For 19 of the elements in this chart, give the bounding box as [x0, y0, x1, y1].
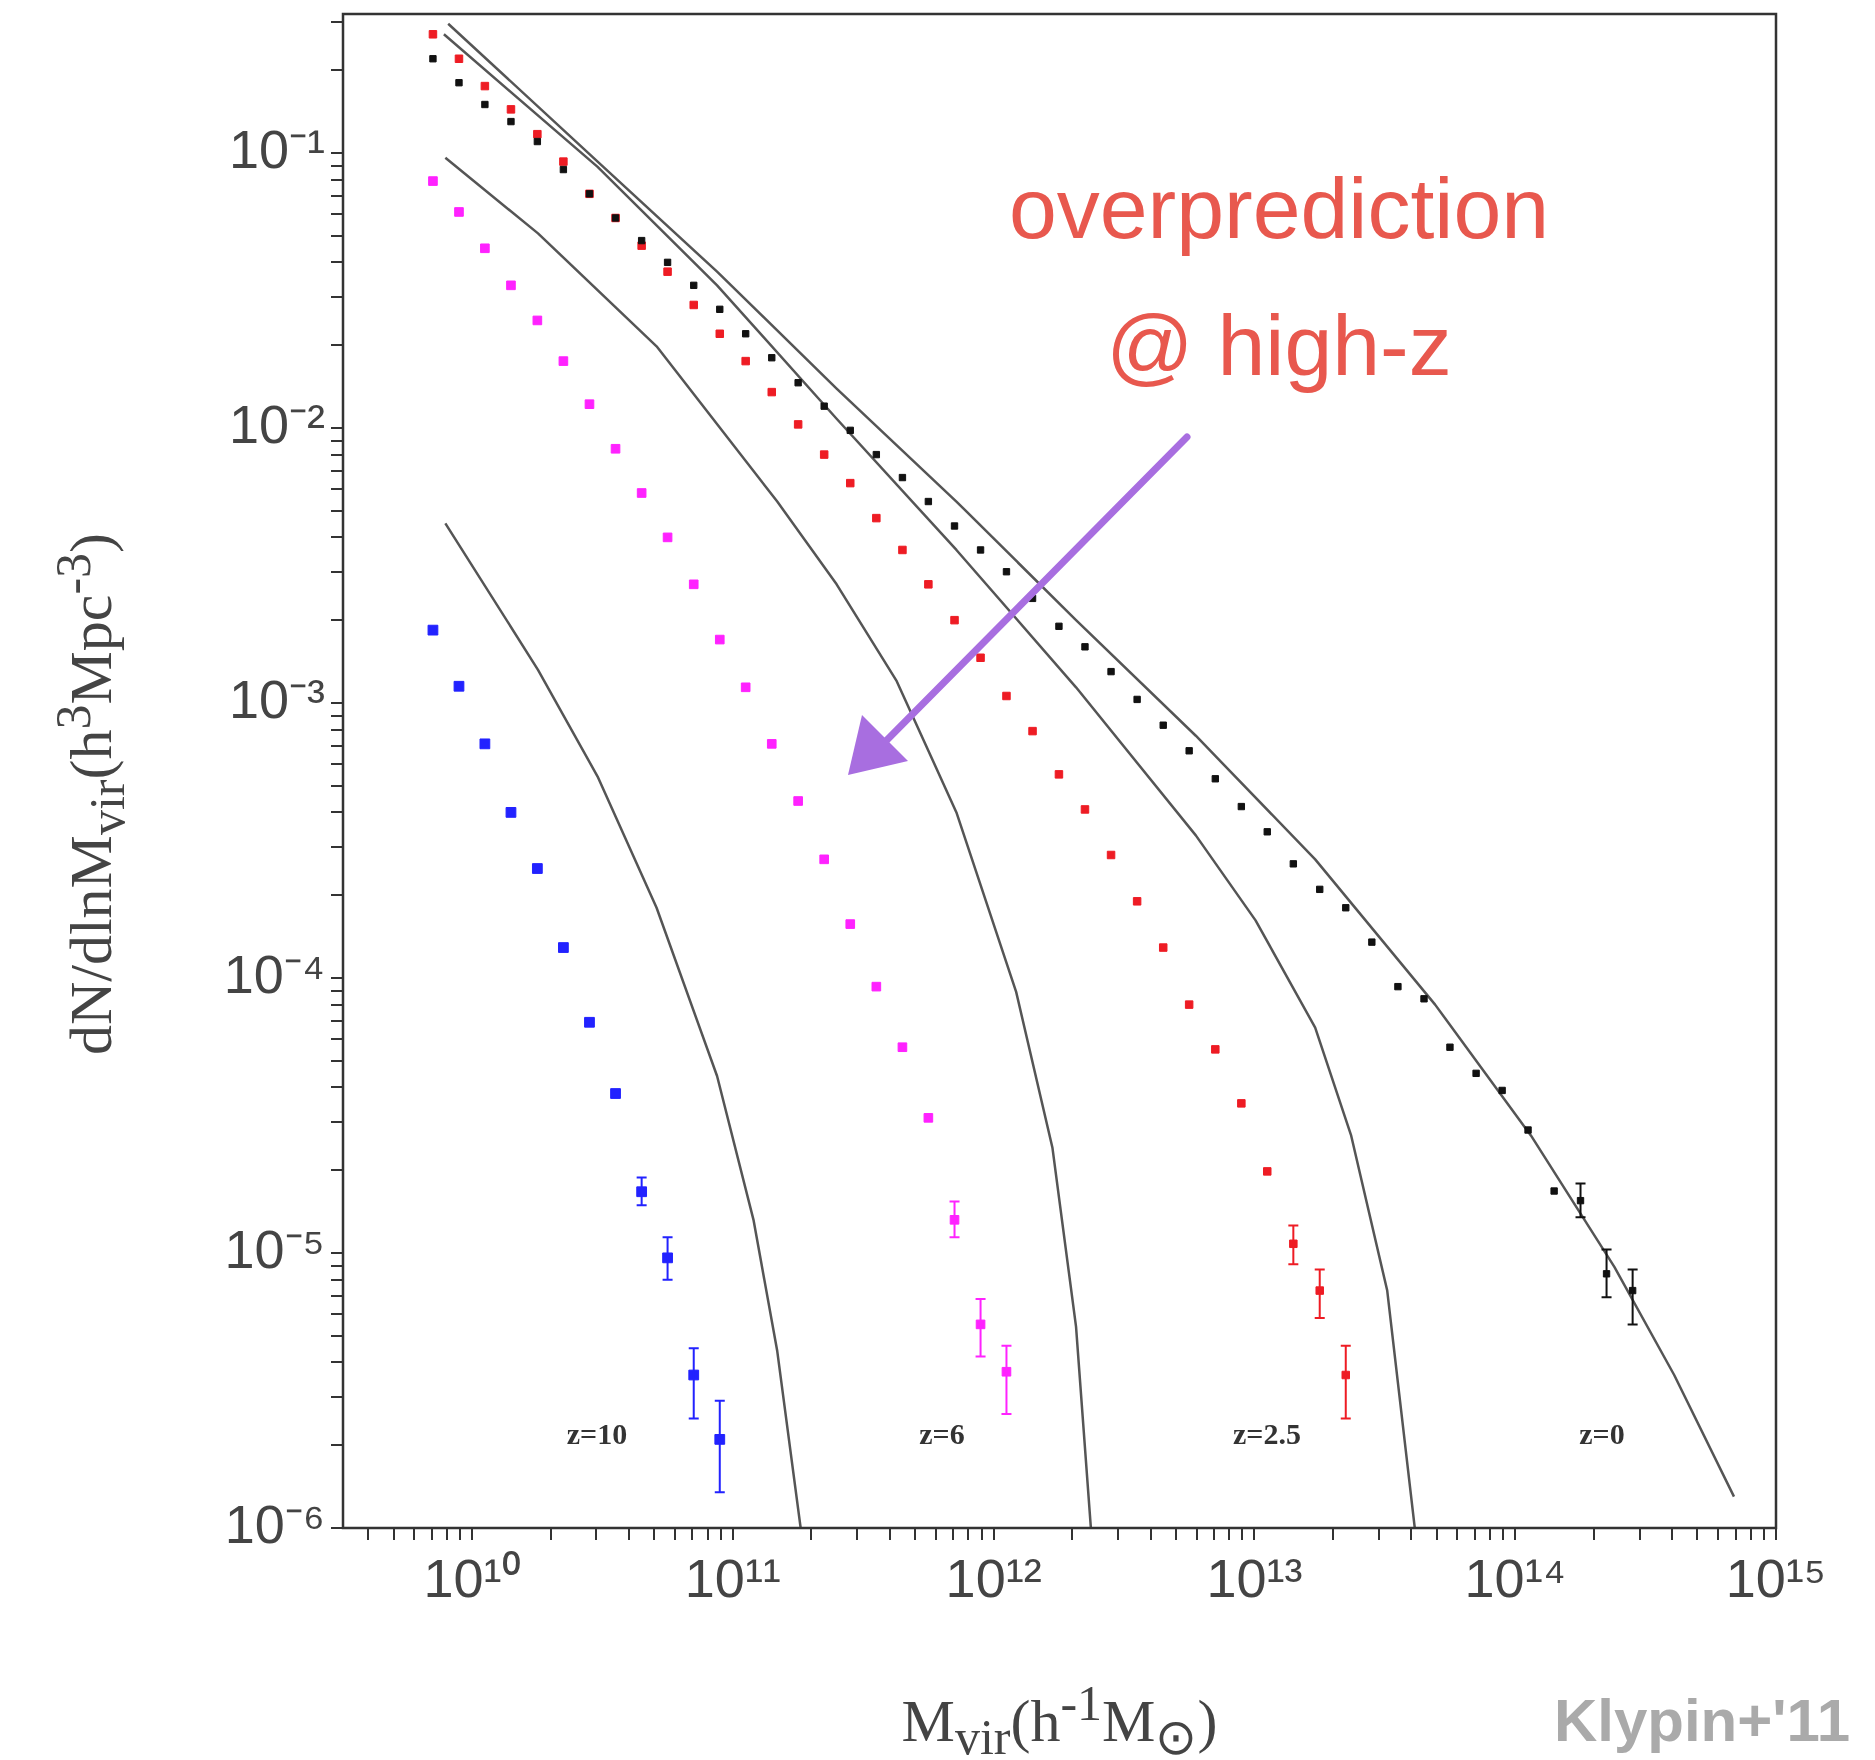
y-tick-label: 10⁻⁴ [223, 943, 325, 1004]
annotation: z=6 [918, 1416, 966, 1452]
text: Klypin+'11 [1552, 1687, 1850, 1754]
x-tick-label: 10¹⁰ [423, 1548, 521, 1609]
y-tick-label: 10⁻² [228, 393, 325, 454]
x-tick-label: 10¹² [945, 1548, 1042, 1609]
x-axis-title: M$_{vir}$(h$^{-1}$M$_{⊙}$) [900, 1674, 1219, 1760]
annotation: z=2.5 [1232, 1416, 1302, 1452]
x-tick-label: 10¹⁴ [1464, 1548, 1566, 1609]
x-tick-label: 10¹³ [1206, 1548, 1303, 1609]
y-tick-label: 10⁻⁵ [224, 1218, 325, 1279]
y-tick-label: 10⁻³ [228, 668, 325, 729]
x-tick-label: 10¹¹ [684, 1548, 781, 1609]
y-tick-label: 10⁻⁶ [224, 1493, 325, 1554]
x-tick-label: 10¹⁵ [1725, 1548, 1827, 1609]
annotation: overprediction @ high-z [1007, 159, 1551, 395]
annotation: z=10 [565, 1416, 629, 1452]
y-tick-label: 10⁻¹ [228, 118, 325, 179]
annotation: z=0 [1578, 1416, 1626, 1452]
